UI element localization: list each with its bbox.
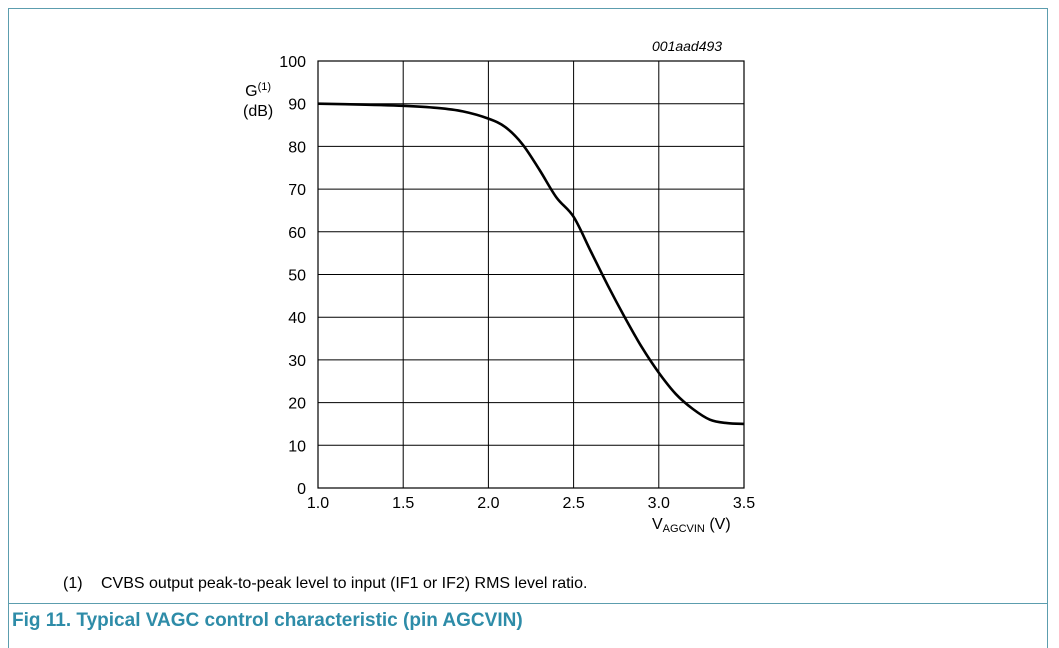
plot-border	[317, 60, 745, 489]
y-tick-label: 10	[288, 438, 306, 455]
x-axis-symbol: V	[652, 516, 663, 533]
y-tick-label: 100	[279, 54, 306, 71]
x-axis-unit: (V)	[709, 516, 731, 533]
y-axis-unit: (dB)	[243, 103, 274, 120]
y-tick-label: 70	[288, 182, 306, 199]
caption-bar	[8, 603, 1048, 633]
series-layer	[317, 102, 745, 426]
y-axis-label: G(1) (dB)	[243, 77, 273, 122]
x-tick-label: 3.0	[648, 495, 670, 512]
y-tick-label: 20	[288, 396, 306, 413]
series-line-gain	[317, 102, 745, 426]
y-tick-label: 40	[288, 310, 306, 327]
x-axis-label: VAGCVIN (V)	[652, 516, 731, 535]
x-axis-subscript: AGCVIN	[662, 523, 705, 535]
plot-area	[317, 60, 745, 489]
footnote-text: CVBS output peak-to-peak level to input …	[101, 575, 588, 592]
y-tick-label: 0	[297, 481, 306, 498]
y-tick-label: 60	[288, 225, 306, 242]
x-tick-label: 1.0	[307, 495, 329, 512]
y-tick-label: 80	[288, 139, 306, 156]
y-axis-footnote-ref: (1)	[257, 81, 272, 93]
figure-caption: Fig 11. Typical VAGC control characteris…	[12, 610, 523, 631]
tick-labels: 1.0 1.5 2.0 2.5 3.0 3.5 0 10 20 30 40 50 60 70 80 90 100	[279, 54, 755, 512]
figure-frame	[8, 8, 1048, 648]
y-tick-label: 50	[288, 268, 306, 285]
x-tick-label: 3.5	[733, 495, 755, 512]
y-tick-label: 30	[288, 353, 306, 370]
y-axis-symbol: G	[245, 83, 258, 100]
grid-lines	[317, 60, 745, 489]
footnote: (1) CVBS output peak-to-peak level to inp…	[63, 575, 587, 593]
y-tick-label: 90	[288, 97, 306, 114]
x-tick-label: 1.5	[392, 495, 414, 512]
x-tick-label: 2.5	[562, 495, 584, 512]
footnote-marker: (1)	[63, 575, 83, 592]
x-tick-label: 2.0	[477, 495, 499, 512]
figure-id: 001aad493	[652, 38, 723, 54]
